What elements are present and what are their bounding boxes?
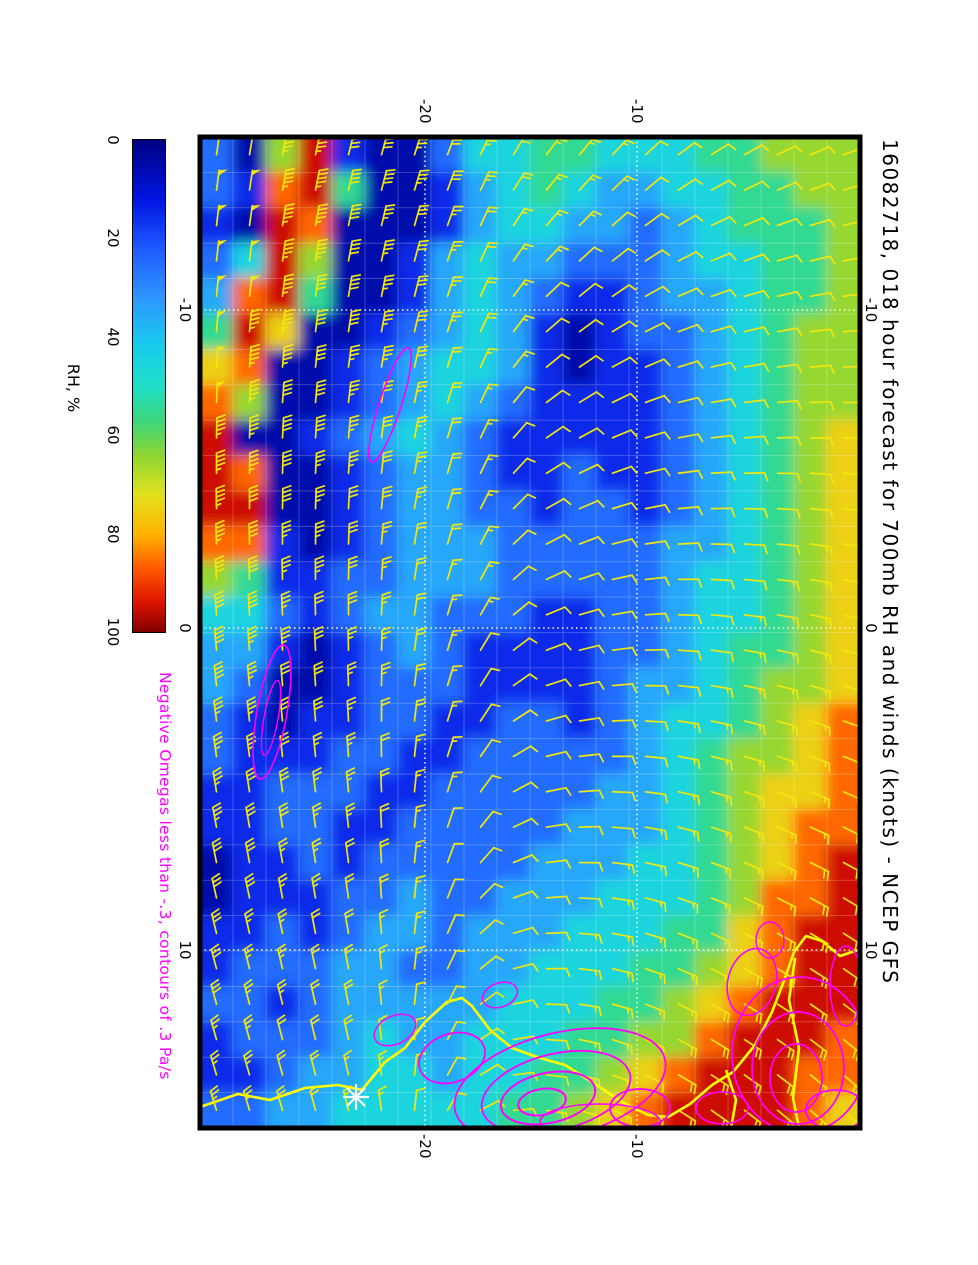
axis-label-left: -10 [176,297,194,323]
colorbar-tick: 60 [104,425,122,445]
omega-caption: Negative Omegas less than -.3, contours … [156,672,174,1080]
plot-frame [197,134,863,1131]
omega-contours [252,347,860,1128]
wind-barbs [209,137,860,1128]
axis-label-right: 10 [862,940,880,960]
colorbar-gradient [133,140,165,632]
colorbar [132,139,166,633]
colorbar-tick: 20 [104,228,122,248]
axis-label-right: 0 [862,623,880,633]
colorbar-tick: 80 [104,524,122,544]
colorbar-tick: 40 [104,327,122,347]
map-layers [200,137,860,1128]
fine-graticule [200,137,860,1128]
station-marker [342,1083,370,1111]
axis-label-right: -10 [862,297,880,323]
rh-heatmap [200,137,860,1128]
chart-title: 16082718, 018 hour forecast for 700mb RH… [878,139,902,985]
axis-label-bottom: -10 [628,1134,646,1159]
colorbar-tick: 100 [104,617,122,647]
axis-label-left: 10 [176,940,194,960]
axis-label-bottom: -20 [416,1134,434,1159]
axis-label-top: -10 [628,99,646,124]
colorbar-tick: 0 [104,135,122,145]
colorbar-label: RH, % [64,363,83,413]
axis-label-top: -20 [416,99,434,124]
axis-label-left: 0 [176,623,194,633]
